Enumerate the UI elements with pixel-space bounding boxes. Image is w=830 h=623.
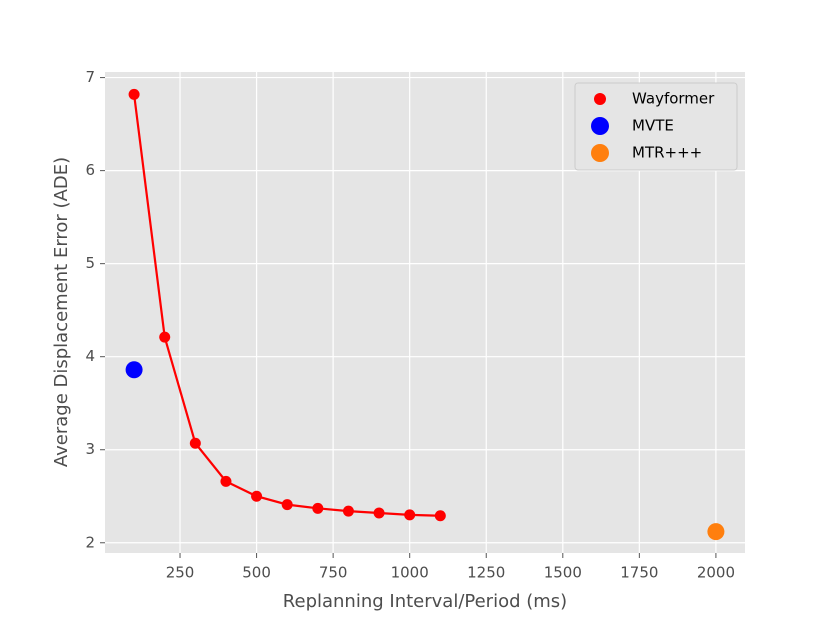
legend-label: MTR+++ — [632, 144, 702, 162]
x-tick-label: 1750 — [620, 564, 658, 582]
legend-label: Wayformer — [632, 90, 715, 108]
x-tick-label: 1000 — [391, 564, 429, 582]
data-point — [189, 437, 201, 449]
x-axis-label: Replanning Interval/Period (ms) — [283, 591, 567, 612]
y-tick-label: 6 — [85, 161, 95, 179]
data-point — [159, 331, 171, 343]
x-tick-label: 2000 — [697, 564, 735, 582]
legend-box — [574, 82, 738, 171]
data-point — [404, 509, 416, 521]
y-tick-label: 2 — [85, 533, 95, 551]
legend-marker — [591, 117, 609, 135]
data-point — [342, 505, 354, 517]
x-tick-label: 750 — [319, 564, 348, 582]
data-point — [373, 507, 385, 519]
data-point — [128, 88, 140, 100]
x-tick-label: 1500 — [544, 564, 582, 582]
y-tick-label: 4 — [85, 347, 95, 365]
x-tick-label: 250 — [166, 564, 195, 582]
y-tick-label: 5 — [85, 254, 95, 272]
data-point — [281, 499, 293, 511]
legend-marker — [594, 93, 606, 105]
y-axis-label: Average Displacement Error (ADE) — [51, 157, 72, 467]
data-point — [434, 510, 446, 522]
data-point — [707, 523, 725, 541]
legend-label: MVTE — [632, 117, 674, 135]
x-tick-label: 500 — [242, 564, 271, 582]
data-point — [312, 502, 324, 514]
x-tick-label: 1250 — [467, 564, 505, 582]
y-tick-label: 7 — [85, 68, 95, 86]
y-tick-label: 3 — [85, 440, 95, 458]
data-point — [251, 490, 263, 502]
data-point — [125, 361, 143, 379]
legend-marker — [591, 144, 609, 162]
data-point — [220, 475, 232, 487]
